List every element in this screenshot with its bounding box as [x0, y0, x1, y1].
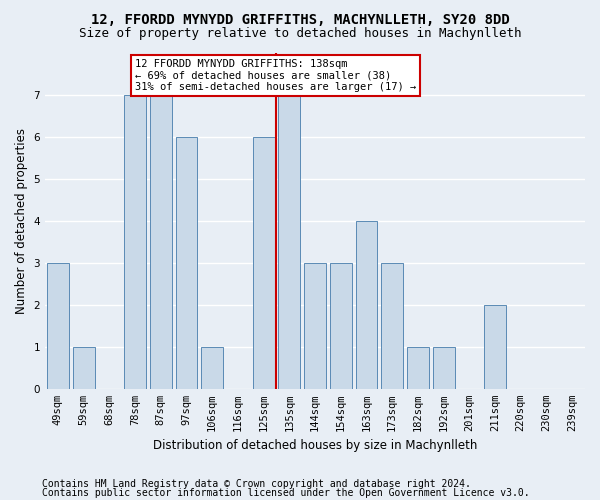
Bar: [304, 262, 326, 389]
Bar: [176, 136, 197, 389]
Text: Size of property relative to detached houses in Machynlleth: Size of property relative to detached ho…: [79, 28, 521, 40]
Bar: [356, 220, 377, 389]
Text: Contains HM Land Registry data © Crown copyright and database right 2024.: Contains HM Land Registry data © Crown c…: [42, 479, 471, 489]
Bar: [47, 262, 69, 389]
Bar: [330, 262, 352, 389]
Bar: [484, 304, 506, 389]
Bar: [407, 347, 429, 389]
Bar: [73, 347, 95, 389]
Bar: [381, 262, 403, 389]
Text: 12, FFORDD MYNYDD GRIFFITHS, MACHYNLLETH, SY20 8DD: 12, FFORDD MYNYDD GRIFFITHS, MACHYNLLETH…: [91, 12, 509, 26]
Bar: [253, 136, 275, 389]
Bar: [433, 347, 455, 389]
Text: Contains public sector information licensed under the Open Government Licence v3: Contains public sector information licen…: [42, 488, 530, 498]
Bar: [124, 94, 146, 389]
Bar: [278, 94, 300, 389]
X-axis label: Distribution of detached houses by size in Machynlleth: Distribution of detached houses by size …: [153, 440, 477, 452]
Bar: [150, 94, 172, 389]
Y-axis label: Number of detached properties: Number of detached properties: [15, 128, 28, 314]
Text: 12 FFORDD MYNYDD GRIFFITHS: 138sqm
← 69% of detached houses are smaller (38)
31%: 12 FFORDD MYNYDD GRIFFITHS: 138sqm ← 69%…: [135, 59, 416, 92]
Bar: [201, 347, 223, 389]
